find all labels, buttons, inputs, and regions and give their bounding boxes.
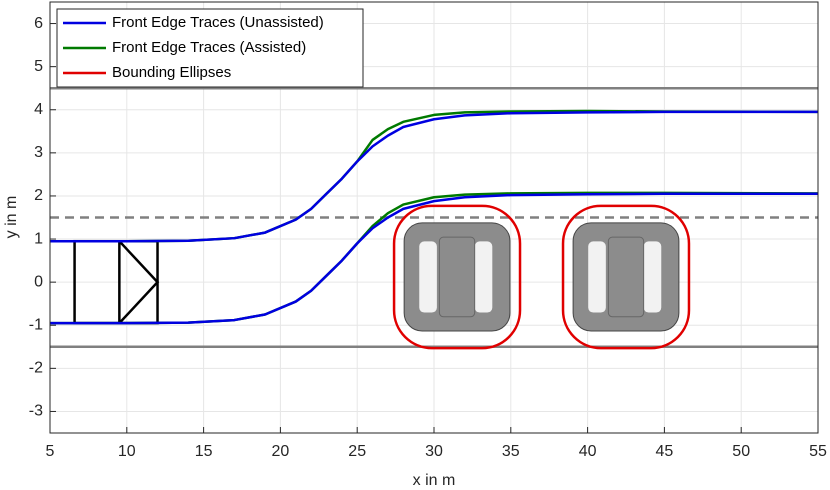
y-tick-label: 1 xyxy=(34,230,43,247)
x-tick-label: 30 xyxy=(425,443,443,460)
y-tick-label: 3 xyxy=(34,144,43,161)
y-tick-label: -2 xyxy=(29,360,43,377)
x-tick-label: 15 xyxy=(195,443,213,460)
x-tick-label: 10 xyxy=(118,443,136,460)
legend-label: Front Edge Traces (Unassisted) xyxy=(112,14,324,31)
y-tick-label: -3 xyxy=(29,403,43,420)
x-axis-label: x in m xyxy=(413,472,456,489)
y-tick-label: 2 xyxy=(34,187,43,204)
car-window xyxy=(419,241,437,313)
axes-frame xyxy=(49,1,819,434)
car-window xyxy=(588,241,606,313)
car-window xyxy=(643,241,662,313)
x-tick-label: 45 xyxy=(656,443,674,460)
y-tick-label: 4 xyxy=(34,101,43,118)
x-tick-label: 55 xyxy=(809,443,827,460)
plot-area xyxy=(50,86,818,350)
x-tick-label: 20 xyxy=(272,443,290,460)
bounding-ellipse xyxy=(561,204,691,350)
legend-label: Bounding Ellipses xyxy=(112,64,231,81)
x-tick-label: 40 xyxy=(579,443,597,460)
trace-line xyxy=(50,110,818,243)
x-tick-label: 25 xyxy=(348,443,366,460)
ego-arrow xyxy=(118,240,160,324)
y-axis-label: y in m xyxy=(3,196,20,239)
y-tick-label: 0 xyxy=(34,273,43,290)
x-tick-label: 5 xyxy=(46,443,55,460)
x-tick-label: 50 xyxy=(732,443,750,460)
bounding-ellipse xyxy=(392,204,522,350)
y-tick-label: 5 xyxy=(34,58,43,75)
trace-line xyxy=(50,192,818,325)
y-tick-label: -1 xyxy=(29,316,43,333)
legend-box xyxy=(56,8,364,88)
x-tick-label: 35 xyxy=(502,443,520,460)
car-roof xyxy=(607,236,645,318)
legend: Front Edge Traces (Unassisted) Front Edge… xyxy=(56,8,364,88)
car-roof xyxy=(438,236,476,318)
y-tick-label: 6 xyxy=(34,15,43,32)
legend-label: Front Edge Traces (Assisted) xyxy=(112,39,306,56)
car-window xyxy=(474,241,493,313)
